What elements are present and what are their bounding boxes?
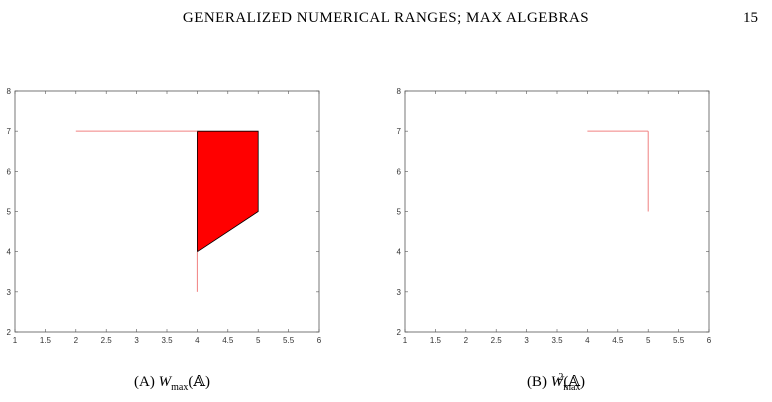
chart-a-xtick-label: 2.5: [101, 336, 113, 345]
caption-a-label: (A): [134, 374, 155, 390]
chart-a-xtick-label: 3: [134, 336, 139, 345]
chart-a-region: [196, 130, 259, 253]
chart-b-ytick-label: 6: [397, 167, 402, 176]
chart-b-xtick-label: 5.5: [673, 336, 685, 345]
page-number: 15: [743, 10, 758, 26]
chart-b-xtick-label: 6: [707, 336, 712, 345]
chart-b-ytick-label: 4: [397, 248, 402, 257]
chart-b-axes-box: [404, 90, 710, 333]
chart-b-ytick-label: 2: [397, 328, 402, 337]
chart-b-xtick-label: 4.5: [612, 336, 624, 345]
chart-a-xtick-label: 5: [256, 336, 261, 345]
chart-a-ytick-label: 3: [7, 288, 12, 297]
chart-a-xtick-label: 2: [74, 336, 79, 345]
chart-b-ytick-label: 3: [397, 288, 402, 297]
figure-b: 1 1.5 2 2.5 3 3.5 4 4.5 5 5.5 6 2 3 4 5 6 7 8: [390, 80, 720, 350]
chart-a-xtick-label: 6: [317, 336, 322, 345]
chart-b-ytick-label: 8: [397, 87, 402, 96]
caption-b: (B) Wmax2(𝔸): [431, 372, 681, 393]
chart-a-axes-box: [14, 90, 320, 333]
chart-a-ytick-label: 4: [7, 248, 12, 257]
chart-a-xtick-label: 5.5: [283, 336, 295, 345]
chart-b-ytick-label: 5: [397, 208, 402, 217]
caption-b-sub: max: [563, 382, 581, 393]
chart-a-xtick-label: 4: [195, 336, 200, 345]
caption-b-arg: (𝔸): [563, 374, 586, 390]
chart-b-xtick-label: 1.5: [430, 336, 442, 345]
caption-a-sub: max: [171, 382, 189, 393]
page-header: GENERALIZED NUMERICAL RANGES; MAX ALGEBR…: [0, 4, 772, 32]
chart-a-ytick-label: 8: [7, 87, 12, 96]
chart-b-xtick-label: 4: [585, 336, 590, 345]
chart-a-xtick-label: 4.5: [222, 336, 234, 345]
caption-b-label: (B): [526, 374, 547, 390]
chart-a-xtick-label: 1: [13, 336, 18, 345]
chart-a-xtick-label: 3.5: [161, 336, 173, 345]
chart-b-xtick-label: 5: [646, 336, 651, 345]
chart-b-xtick-label: 3.5: [551, 336, 563, 345]
chart-b-xtick-label: 2: [464, 336, 469, 345]
chart-b-xtick-label: 3: [524, 336, 529, 345]
caption-a-base: W: [158, 374, 172, 390]
figure-a: 1 1.5 2 2.5 3 3.5 4 4.5 5 5.5 6 2 3 4 5 6 7 8: [0, 80, 330, 350]
chart-a-ytick-label: 7: [7, 127, 12, 136]
chart-b-xtick-label: 1: [403, 336, 408, 345]
caption-a-arg: (𝔸): [188, 374, 210, 390]
caption-a: (A) Wmax(𝔸): [47, 372, 297, 393]
chart-b-xtick-label: 2.5: [491, 336, 503, 345]
chart-b-ytick-label: 7: [397, 127, 402, 136]
chart-a-xtick-label: 1.5: [40, 336, 52, 345]
chart-a: 1 1.5 2 2.5 3 3.5 4 4.5 5 5.5 6 2 3 4 5 6 7 8: [7, 87, 322, 345]
chart-b: 1 1.5 2 2.5 3 3.5 4 4.5 5 5.5 6 2 3 4 5 6 7 8: [397, 87, 712, 345]
caption-b-base: W: [550, 374, 564, 390]
chart-a-ytick-label: 2: [7, 328, 12, 337]
chart-a-ytick-label: 5: [7, 208, 12, 217]
caption-b-sup: 2: [558, 372, 564, 383]
running-title: GENERALIZED NUMERICAL RANGES; MAX ALGEBR…: [182, 10, 590, 26]
chart-a-ytick-label: 6: [7, 167, 12, 176]
